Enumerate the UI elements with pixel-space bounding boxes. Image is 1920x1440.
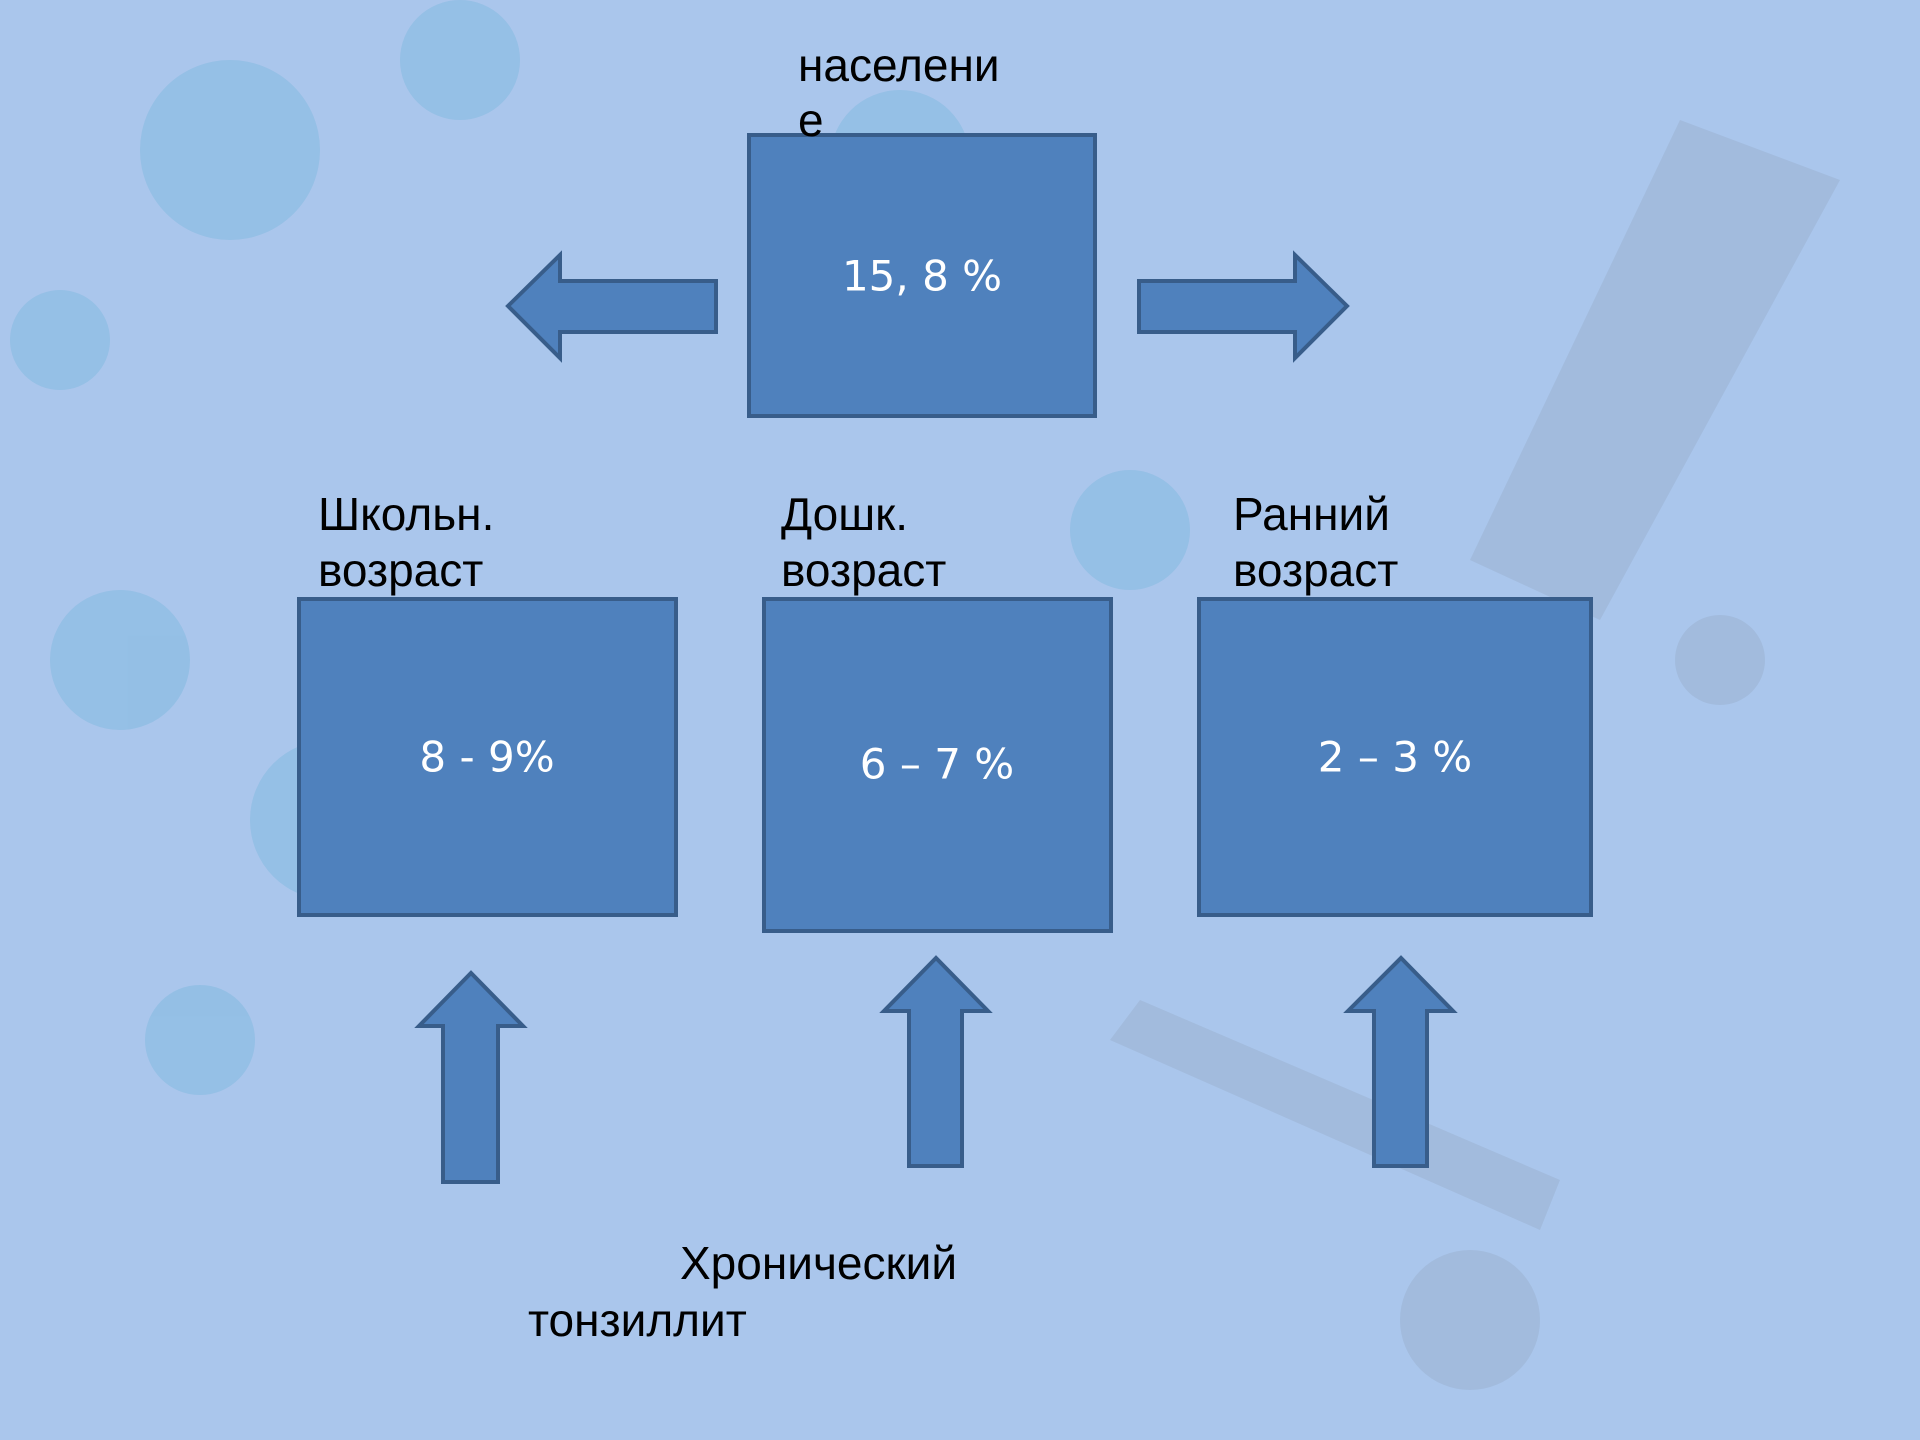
- footer-text: тонзиллит: [528, 1294, 747, 1346]
- group-label: возраст: [781, 544, 946, 596]
- footer-text: Хронический: [680, 1237, 957, 1289]
- group-label: Дошк.: [781, 488, 908, 540]
- group-value: 8 - 9%: [419, 733, 554, 782]
- top-label: населени: [798, 39, 1000, 91]
- group-label: Школьн.: [318, 488, 494, 540]
- group-label: возраст: [318, 544, 483, 596]
- group-label: возраст: [1233, 544, 1398, 596]
- group-value: 2 – 3 %: [1318, 733, 1472, 782]
- slide: населени е 15, 8 % Школьн. возраст 8 - 9…: [0, 0, 1920, 1440]
- top-label: е: [798, 94, 824, 146]
- group-value: 6 – 7 %: [860, 740, 1014, 789]
- top-value: 15, 8 %: [842, 252, 1002, 301]
- group-label: Ранний: [1233, 488, 1390, 540]
